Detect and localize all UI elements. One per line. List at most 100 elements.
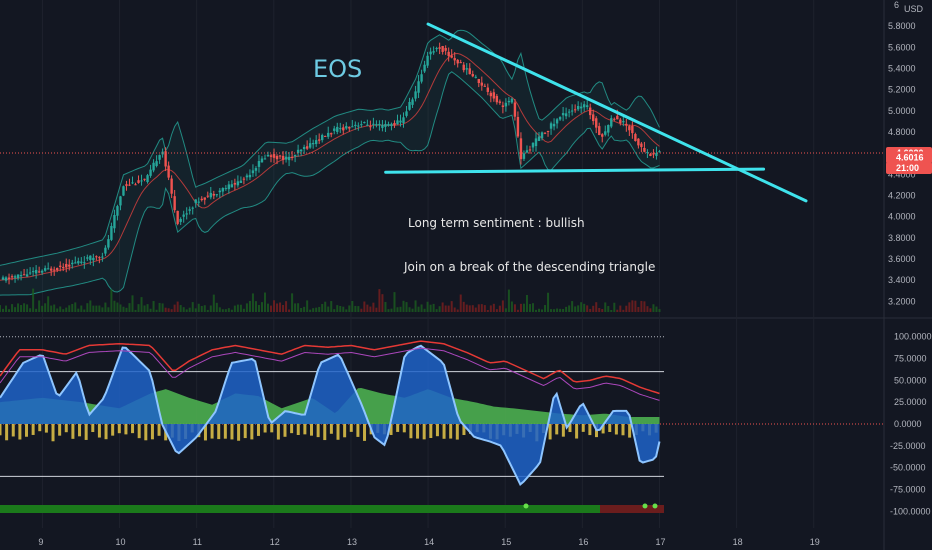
- candle-body: [19, 275, 23, 277]
- volume-bar: [254, 301, 257, 312]
- momentum-bar: [217, 424, 221, 440]
- momentum-bar: [104, 424, 108, 440]
- volume-bar: [98, 305, 101, 312]
- volume-bar: [71, 303, 74, 312]
- volume-bar: [315, 307, 318, 312]
- volume-bar: [128, 303, 131, 312]
- sentiment-annotation: Long term sentiment : bullish: [408, 216, 585, 230]
- candle-body: [137, 180, 140, 183]
- candle-body: [254, 168, 258, 171]
- volume-bar: [44, 303, 47, 312]
- signal-dot: [652, 503, 658, 509]
- candle-body: [86, 257, 89, 259]
- price-tag-label: 21:00: [896, 163, 919, 173]
- candle-body: [531, 142, 535, 148]
- candle-body: [477, 79, 480, 84]
- oscillator-tick-label: 50.0000: [894, 375, 927, 385]
- candle-body: [71, 262, 74, 265]
- volume-bar: [279, 302, 282, 312]
- volume-bar: [381, 294, 384, 312]
- candle-body: [444, 47, 447, 51]
- price-tick-label: 3.4000: [888, 275, 916, 285]
- volume-bar: [285, 301, 288, 312]
- candle-body: [245, 175, 249, 178]
- price-tick-label: 5.4000: [888, 64, 916, 74]
- volume-bar: [155, 309, 158, 312]
- candle-body: [107, 239, 110, 248]
- oscillator-pane[interactable]: [0, 336, 884, 513]
- candle-body: [573, 109, 577, 111]
- momentum-bar: [396, 424, 400, 432]
- candle-body: [453, 58, 456, 61]
- candle-body: [263, 158, 267, 160]
- candle-body: [266, 154, 270, 157]
- volume-bar: [182, 307, 185, 312]
- volume-bar: [507, 289, 510, 312]
- x-tick-label: 9: [38, 537, 43, 547]
- volume-bar: [369, 306, 372, 312]
- volume-bar: [59, 306, 62, 312]
- volume-bar: [562, 308, 565, 312]
- candle-body: [441, 45, 444, 52]
- price-tag: [886, 162, 932, 175]
- oscillator-tick-label: 0.0000: [894, 419, 922, 429]
- candle-body: [4, 277, 8, 281]
- volume-bar: [146, 304, 149, 312]
- moving-average: [0, 52, 660, 281]
- volume-bar: [462, 301, 465, 312]
- candle-body: [417, 81, 420, 93]
- price-tick-label: 6: [894, 0, 899, 10]
- volume-bar: [68, 305, 71, 312]
- volume-bar: [221, 309, 224, 312]
- momentum-bar: [429, 424, 433, 438]
- volume-bar: [625, 305, 628, 312]
- momentum-bar: [614, 424, 618, 435]
- candle-body: [601, 134, 604, 137]
- volume-bar: [601, 308, 604, 312]
- candle-body: [317, 139, 321, 141]
- momentum-bar: [296, 424, 300, 435]
- candle-body: [293, 154, 297, 157]
- candle-body: [525, 150, 529, 153]
- volume-bar: [306, 300, 309, 312]
- volume-bar: [408, 307, 411, 312]
- price-pane[interactable]: [0, 22, 884, 312]
- candle-body: [140, 180, 143, 182]
- volume-bar: [74, 302, 77, 312]
- candle-body: [284, 156, 288, 160]
- candle-body: [393, 123, 396, 126]
- candle-body: [552, 123, 556, 127]
- trend-bar-green: [0, 505, 600, 513]
- candle-body: [22, 274, 26, 276]
- candle-body: [311, 143, 315, 145]
- volume-bar: [32, 288, 35, 312]
- candle-body: [468, 68, 471, 75]
- volume-bar: [140, 297, 143, 312]
- candle-body: [1, 277, 5, 280]
- volume-bar: [230, 309, 233, 312]
- price-tick-label: 5.2000: [888, 85, 916, 95]
- currency-label: USD: [904, 4, 924, 14]
- candle-body: [625, 123, 628, 126]
- volume-bar: [288, 309, 291, 312]
- volume-bar: [321, 304, 324, 312]
- volume-bar: [658, 309, 661, 312]
- volume-bar: [574, 306, 577, 312]
- candle-body: [182, 214, 185, 217]
- x-tick-label: 13: [347, 537, 357, 547]
- volume-bar: [248, 300, 251, 312]
- momentum-bar: [323, 424, 327, 441]
- candle-body: [643, 147, 646, 152]
- momentum-bar: [131, 424, 135, 434]
- x-tick-label: 14: [424, 537, 434, 547]
- volume-bar: [270, 305, 273, 312]
- volume-bar: [444, 305, 447, 312]
- x-tick-label: 15: [501, 537, 511, 547]
- oscillator-tick-label: -100.0000: [890, 506, 931, 516]
- volume-bar: [528, 304, 531, 312]
- momentum-bar: [111, 424, 115, 436]
- volume-bar: [489, 305, 492, 312]
- volume-bar: [95, 305, 98, 312]
- volume-bar: [387, 309, 390, 312]
